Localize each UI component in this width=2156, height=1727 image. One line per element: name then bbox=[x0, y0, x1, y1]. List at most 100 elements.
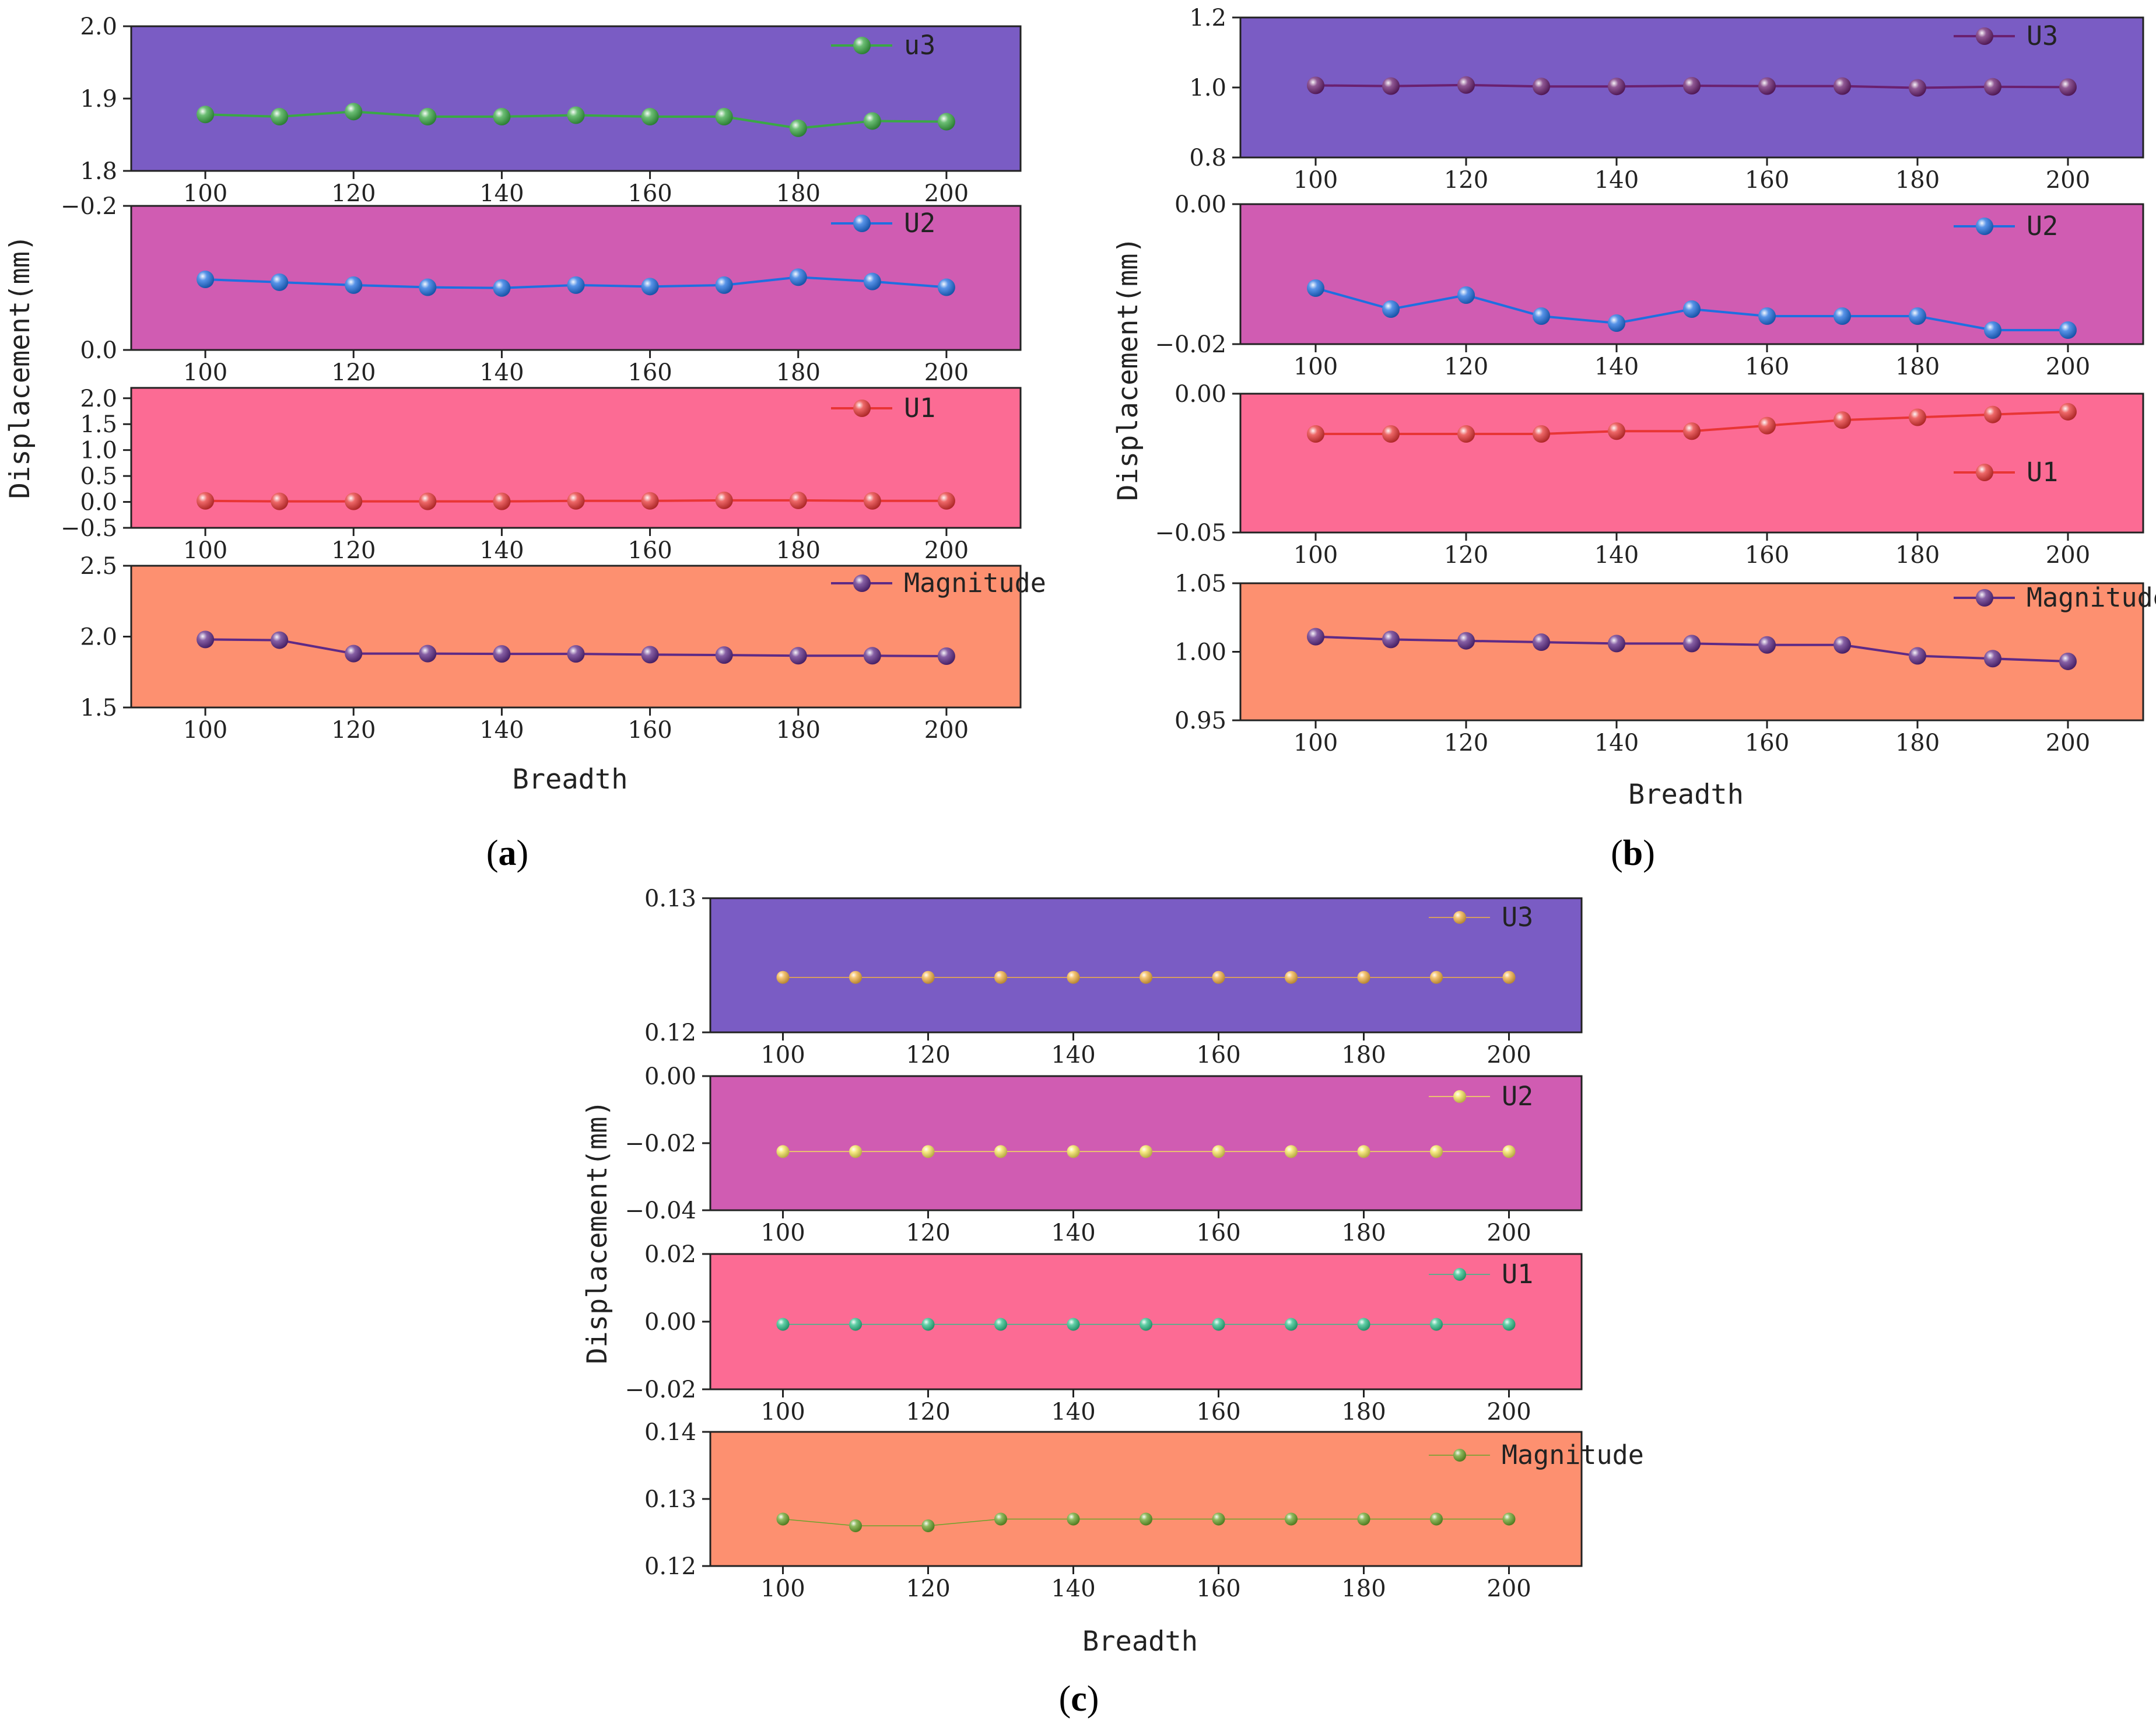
legend-label: u3 bbox=[904, 30, 935, 61]
y-tick-label: −0.05 bbox=[1155, 520, 1226, 547]
y-tick-label: 1.5 bbox=[80, 695, 117, 721]
data-point-sheen bbox=[197, 270, 215, 288]
plot-background bbox=[130, 565, 1022, 709]
data-point bbox=[1533, 633, 1550, 651]
x-tick-label: 180 bbox=[776, 359, 821, 386]
data-point-sheen bbox=[849, 1145, 862, 1158]
data-point-sheen bbox=[1909, 307, 1926, 325]
y-tick-label: −0.04 bbox=[625, 1197, 696, 1224]
data-point bbox=[1307, 279, 1324, 297]
x-tick-label: 100 bbox=[760, 1220, 805, 1246]
data-point-sheen bbox=[493, 645, 511, 663]
x-tick-label: 120 bbox=[906, 1220, 950, 1246]
data-point bbox=[937, 278, 955, 296]
data-point-sheen bbox=[937, 647, 955, 665]
data-point-sheen bbox=[2059, 321, 2077, 339]
data-point-sheen bbox=[345, 492, 363, 510]
legend-marker-sheen bbox=[1976, 589, 1993, 607]
x-tick-label: 160 bbox=[1196, 1042, 1240, 1069]
x-tick-label: 120 bbox=[1444, 353, 1488, 380]
data-point bbox=[715, 646, 733, 664]
data-point bbox=[419, 644, 437, 663]
data-point-sheen bbox=[1382, 77, 1400, 95]
data-point bbox=[197, 630, 215, 649]
data-point bbox=[1357, 1512, 1370, 1526]
legend-marker-sheen bbox=[853, 215, 871, 232]
y-tick-label: −0.02 bbox=[625, 1130, 696, 1157]
data-point bbox=[641, 646, 659, 664]
data-point-sheen bbox=[1457, 286, 1475, 304]
data-point bbox=[1307, 76, 1324, 94]
data-point-sheen bbox=[1834, 636, 1851, 654]
data-point bbox=[567, 276, 585, 294]
data-point bbox=[1683, 300, 1701, 318]
subplot-u2: −0.04 −0.02 0.00 100 120 140 160 180 200 U2 bbox=[625, 1063, 1583, 1246]
data-point-sheen bbox=[994, 1512, 1007, 1526]
x-tick-label: 120 bbox=[906, 1042, 950, 1069]
subplot-u3: 0.8 1.0 1.2 100 120 140 160 180 200 U3 bbox=[1189, 5, 2144, 194]
data-point-sheen bbox=[715, 276, 733, 294]
x-tick-label: 200 bbox=[2046, 167, 2090, 194]
data-point bbox=[1834, 636, 1851, 654]
data-point-sheen bbox=[921, 1519, 935, 1532]
data-point bbox=[2059, 321, 2077, 339]
y-axis-title: Displacement(mm) bbox=[581, 1100, 614, 1364]
x-tick-label: 140 bbox=[479, 717, 524, 744]
x-tick-label: 200 bbox=[1487, 1042, 1531, 1069]
data-point bbox=[419, 108, 437, 125]
chart-panel-b: 0.8 1.0 1.2 100 120 140 160 180 200 U3 −0.02 0.00 10… bbox=[1112, 5, 2156, 811]
data-point bbox=[1502, 1512, 1516, 1526]
x-tick-label: 100 bbox=[1293, 730, 1338, 756]
data-point bbox=[1608, 314, 1625, 332]
y-tick-label: 0.00 bbox=[1175, 381, 1226, 408]
x-tick-label: 180 bbox=[1341, 1575, 1386, 1602]
x-tick-label: 120 bbox=[1444, 542, 1488, 569]
legend-u3: u3 bbox=[831, 30, 935, 61]
legend-magnitude: Magnitude bbox=[1429, 1439, 1644, 1470]
data-point bbox=[567, 492, 585, 510]
data-point bbox=[1502, 971, 1516, 984]
data-point-sheen bbox=[1834, 411, 1851, 429]
y-tick-label: 0.0 bbox=[80, 489, 117, 516]
data-point-sheen bbox=[1067, 1512, 1080, 1526]
data-point bbox=[1067, 1318, 1080, 1331]
data-point-sheen bbox=[937, 492, 955, 510]
data-point bbox=[1984, 650, 2001, 668]
data-point-sheen bbox=[1307, 279, 1324, 297]
data-point bbox=[1382, 630, 1400, 649]
y-tick-label: 0.13 bbox=[644, 885, 696, 912]
data-point bbox=[994, 1318, 1007, 1331]
subplot-magnitude: 0.12 0.13 0.14 100 120 140 160 180 200 Magnitude bbox=[644, 1419, 1644, 1602]
data-point bbox=[1285, 1145, 1298, 1158]
data-point-sheen bbox=[419, 492, 437, 510]
x-tick-label: 200 bbox=[924, 717, 969, 744]
legend-marker-sheen bbox=[1976, 464, 1993, 481]
data-point-sheen bbox=[1608, 78, 1625, 96]
x-tick-label: 140 bbox=[1594, 542, 1639, 569]
data-point-sheen bbox=[493, 108, 511, 125]
data-point bbox=[849, 971, 862, 984]
x-tick-label: 180 bbox=[1895, 542, 1940, 569]
data-point bbox=[1430, 1145, 1443, 1158]
legend-u2: U2 bbox=[1429, 1081, 1533, 1112]
data-point bbox=[567, 106, 585, 124]
y-tick-label: 1.00 bbox=[1175, 639, 1226, 666]
data-point bbox=[715, 491, 733, 509]
data-point bbox=[1430, 1318, 1443, 1331]
subplot-u1: −0.05 0.00 100 120 140 160 180 200 U1 bbox=[1155, 381, 2144, 569]
data-point bbox=[271, 631, 289, 649]
data-point bbox=[1533, 425, 1550, 443]
data-point-sheen bbox=[493, 492, 511, 510]
data-point-sheen bbox=[1140, 1145, 1152, 1158]
legend-label: U3 bbox=[1502, 902, 1533, 933]
data-point-sheen bbox=[1067, 971, 1080, 984]
subplot-u1: −0.02 0.00 0.02 100 120 140 160 180 200 U1 bbox=[625, 1241, 1583, 1425]
data-point bbox=[1357, 1318, 1370, 1331]
data-point bbox=[1307, 425, 1324, 443]
x-tick-label: 100 bbox=[1293, 167, 1338, 194]
data-point bbox=[921, 1318, 935, 1331]
data-point-sheen bbox=[1834, 77, 1851, 95]
data-point-sheen bbox=[271, 631, 289, 649]
data-point bbox=[1533, 307, 1550, 325]
data-point bbox=[197, 492, 215, 510]
